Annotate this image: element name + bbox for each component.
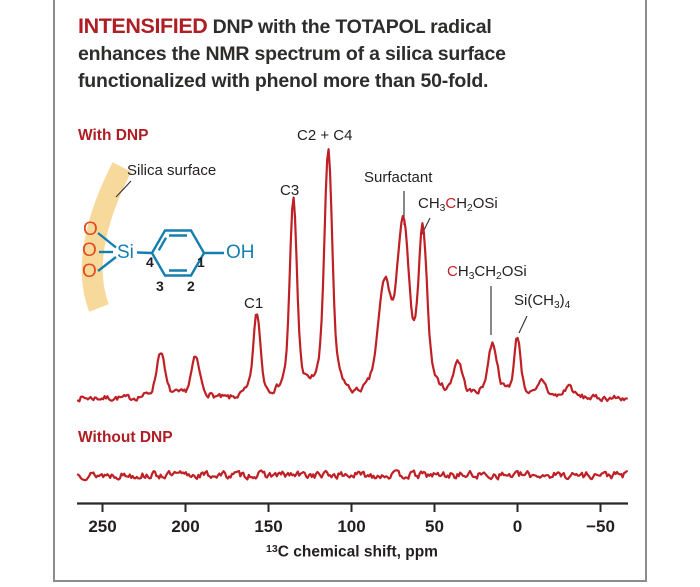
peak-label-ethoxy-mid: CH3CH2OSi	[447, 263, 527, 282]
peak-label-c1: C1	[244, 295, 264, 312]
figure-border-left	[53, 0, 55, 581]
x-axis-tick-label: −50	[586, 517, 615, 536]
peak-label-c3: C3	[280, 182, 300, 199]
x-axis-tick-label: 0	[512, 517, 523, 536]
peak-label-ethoxy-top: CH3CH2OSi	[418, 195, 498, 214]
title-line-3: functionalized with phenol more than 50-…	[78, 70, 489, 92]
label-segment: H	[457, 263, 469, 280]
label-segment: 3	[554, 299, 560, 311]
x-axis-tick-label: 250	[88, 517, 117, 536]
with-dnp-label: With DNP	[78, 127, 149, 144]
label-segment: C	[447, 263, 458, 280]
ring-number-2: 2	[187, 278, 195, 294]
silica-band-shape	[81, 162, 132, 312]
title-kicker: INTENSIFIED	[78, 14, 208, 38]
label-segment: C chemical shift, ppm	[277, 543, 438, 561]
structure-bonds	[97, 232, 224, 272]
label-segment: CH	[474, 263, 497, 280]
x-axis-tick-label: 150	[254, 517, 283, 536]
figure-border-bottom	[53, 580, 647, 582]
label-segment: CH	[418, 195, 440, 212]
hydroxyl-group: OH	[226, 242, 255, 263]
label-segment: OSi	[501, 263, 527, 280]
label-segment: 2	[496, 270, 502, 282]
x-axis-tick-label: 100	[337, 517, 366, 536]
peak-label-c2c4: C2 + C4	[297, 127, 353, 144]
with-dnp-trace	[76, 148, 628, 403]
silicon-atom: Si	[117, 242, 134, 263]
label-segment: 3	[439, 202, 446, 214]
oxygen-atom-1: O	[83, 219, 98, 240]
label-segment: 13	[266, 543, 278, 555]
silica-pointer-line	[115, 180, 132, 198]
peak-label-surfactant: Surfactant	[364, 169, 433, 186]
label-segment: C	[445, 195, 457, 212]
figure-border-right	[645, 0, 647, 581]
silica-surface-label: Silica surface	[127, 162, 217, 179]
label-segment: OSi	[472, 195, 498, 212]
oxygen-atom-2: O	[82, 240, 97, 261]
x-axis-ticks	[101, 503, 602, 512]
title-text-1: DNP with the TOTAPOL radical	[207, 16, 492, 38]
label-segment: )	[559, 292, 565, 309]
benzene-ring	[150, 229, 206, 277]
figure-title: INTENSIFIED DNP with the TOTAPOL radical…	[78, 13, 618, 95]
label-segment: 3	[468, 270, 475, 282]
label-segment: H	[456, 195, 468, 212]
ethoxy-top-pointer-line	[420, 217, 431, 237]
label-segment: Si(CH	[514, 292, 554, 309]
ring-number-1: 1	[197, 254, 205, 270]
x-axis-tick-label: 50	[425, 517, 444, 536]
without-dnp-label: Without DNP	[78, 429, 173, 446]
peak-label-tms: Si(CH3)4	[514, 292, 570, 311]
x-axis-tick-label: 200	[171, 517, 200, 536]
ring-number-3: 3	[156, 278, 164, 294]
label-segment: 2	[467, 202, 473, 214]
tms-pointer-line	[518, 315, 528, 334]
title-line-2: enhances the NMR spectrum of a silica su…	[78, 43, 506, 65]
label-segment: 4	[564, 299, 571, 311]
x-axis-title: 13C chemical shift, ppm	[252, 543, 452, 562]
title-line-1: INTENSIFIED DNP with the TOTAPOL radical	[78, 13, 618, 41]
ring-number-4: 4	[146, 254, 154, 270]
oxygen-atom-3: O	[82, 261, 97, 282]
without-dnp-trace	[76, 469, 628, 482]
